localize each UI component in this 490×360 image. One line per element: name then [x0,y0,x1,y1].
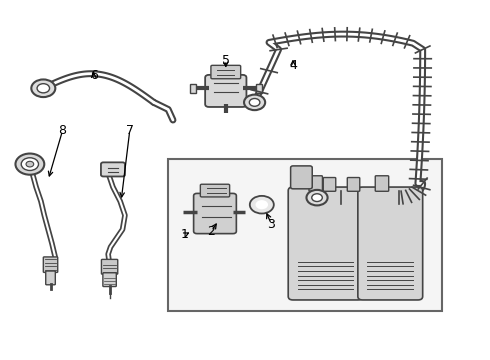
Circle shape [21,158,39,171]
FancyBboxPatch shape [205,75,246,107]
FancyBboxPatch shape [288,187,363,300]
FancyBboxPatch shape [309,176,322,191]
FancyBboxPatch shape [375,176,389,191]
FancyBboxPatch shape [101,162,125,176]
Circle shape [249,99,260,106]
FancyBboxPatch shape [103,273,116,287]
Circle shape [31,80,55,97]
FancyBboxPatch shape [358,187,423,300]
Bar [168,159,442,311]
Text: 7: 7 [126,124,134,137]
Circle shape [26,161,34,167]
Text: 2: 2 [207,225,215,238]
Text: 3: 3 [268,217,275,231]
Text: 6: 6 [90,69,98,82]
Text: 8: 8 [58,124,67,137]
Bar [190,84,196,93]
Circle shape [37,84,49,93]
Text: 5: 5 [222,54,230,67]
Circle shape [306,190,328,206]
FancyBboxPatch shape [291,166,312,189]
FancyBboxPatch shape [101,259,118,274]
FancyBboxPatch shape [323,177,336,191]
FancyBboxPatch shape [43,257,58,273]
Text: 1: 1 [181,228,189,241]
Circle shape [256,200,268,209]
Circle shape [16,153,44,175]
FancyBboxPatch shape [46,271,55,285]
Circle shape [312,194,322,202]
FancyBboxPatch shape [347,177,360,191]
Circle shape [244,95,265,110]
FancyBboxPatch shape [194,193,236,234]
Text: 4: 4 [289,59,297,72]
Bar [256,84,262,93]
FancyBboxPatch shape [200,184,230,197]
Circle shape [250,196,274,213]
FancyBboxPatch shape [211,65,241,79]
